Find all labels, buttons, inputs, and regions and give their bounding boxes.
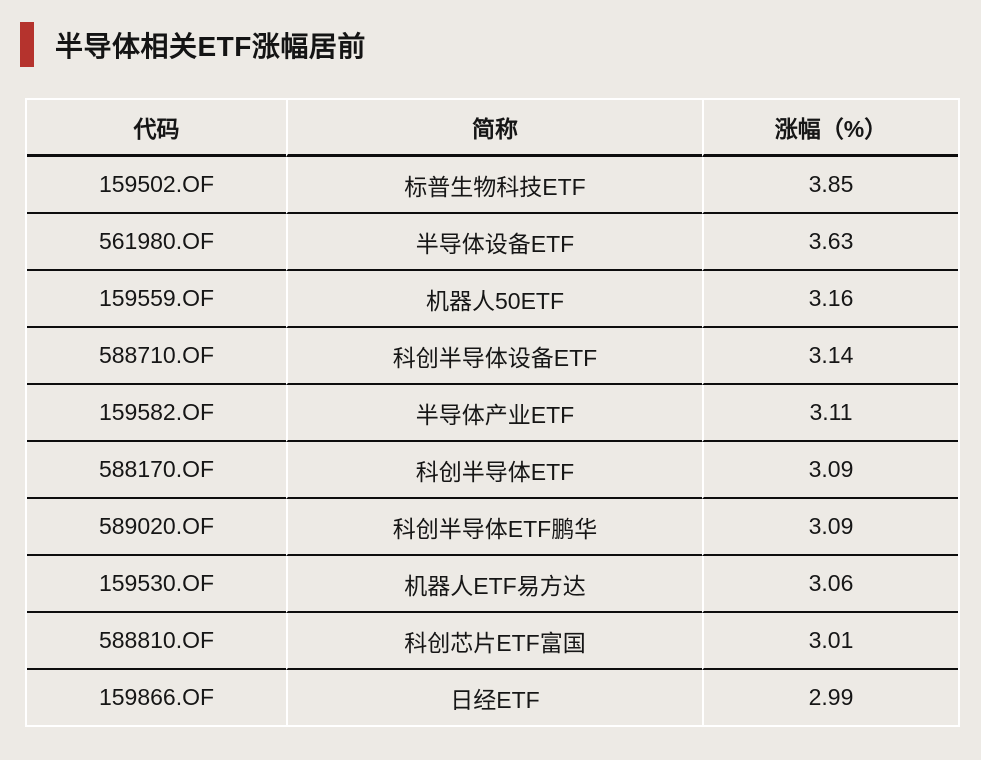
table-row: 159502.OF 标普生物科技ETF 3.85 [27, 157, 958, 214]
etf-gain-table: 代码 简称 涨幅（%） 159502.OF 标普生物科技ETF 3.85 561… [25, 98, 960, 727]
name-cell: 标普生物科技ETF [286, 157, 702, 214]
code-cell: 588170.OF [27, 442, 286, 499]
change-cell: 2.99 [702, 670, 958, 725]
title-block: 半导体相关ETF涨幅居前 [20, 22, 366, 67]
table-row: 159559.OF 机器人50ETF 3.16 [27, 271, 958, 328]
code-cell: 589020.OF [27, 499, 286, 556]
table-row: 159530.OF 机器人ETF易方达 3.06 [27, 556, 958, 613]
code-cell: 588710.OF [27, 328, 286, 385]
name-cell: 机器人50ETF [286, 271, 702, 328]
code-cell: 159530.OF [27, 556, 286, 613]
table-header-row: 代码 简称 涨幅（%） [27, 100, 958, 157]
code-cell: 159582.OF [27, 385, 286, 442]
column-header-change: 涨幅（%） [702, 100, 958, 157]
name-cell: 半导体产业ETF [286, 385, 702, 442]
accent-bar [20, 22, 34, 67]
name-cell: 科创半导体ETF鹏华 [286, 499, 702, 556]
change-cell: 3.63 [702, 214, 958, 271]
change-cell: 3.85 [702, 157, 958, 214]
code-cell: 159559.OF [27, 271, 286, 328]
page-title: 半导体相关ETF涨幅居前 [55, 30, 366, 62]
name-cell: 科创芯片ETF富国 [286, 613, 702, 670]
table-row: 588710.OF 科创半导体设备ETF 3.14 [27, 328, 958, 385]
name-cell: 半导体设备ETF [286, 214, 702, 271]
table-row: 588170.OF 科创半导体ETF 3.09 [27, 442, 958, 499]
change-cell: 3.09 [702, 442, 958, 499]
change-cell: 3.16 [702, 271, 958, 328]
change-cell: 3.11 [702, 385, 958, 442]
column-header-name: 简称 [286, 100, 702, 157]
change-cell: 3.14 [702, 328, 958, 385]
name-cell: 机器人ETF易方达 [286, 556, 702, 613]
change-cell: 3.01 [702, 613, 958, 670]
table-row: 561980.OF 半导体设备ETF 3.63 [27, 214, 958, 271]
name-cell: 科创半导体设备ETF [286, 328, 702, 385]
table-row: 588810.OF 科创芯片ETF富国 3.01 [27, 613, 958, 670]
name-cell: 科创半导体ETF [286, 442, 702, 499]
table-row: 159582.OF 半导体产业ETF 3.11 [27, 385, 958, 442]
column-header-code: 代码 [27, 100, 286, 157]
name-cell: 日经ETF [286, 670, 702, 725]
table-row: 159866.OF 日经ETF 2.99 [27, 670, 958, 725]
code-cell: 588810.OF [27, 613, 286, 670]
change-cell: 3.06 [702, 556, 958, 613]
code-cell: 159502.OF [27, 157, 286, 214]
code-cell: 561980.OF [27, 214, 286, 271]
table-row: 589020.OF 科创半导体ETF鹏华 3.09 [27, 499, 958, 556]
change-cell: 3.09 [702, 499, 958, 556]
code-cell: 159866.OF [98, 684, 215, 710]
